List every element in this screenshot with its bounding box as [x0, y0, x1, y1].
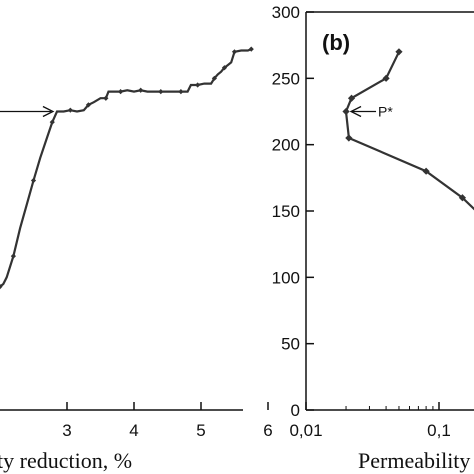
panel-a-series-line — [0, 48, 252, 288]
panel-a-data-point — [0, 284, 3, 290]
panel-a-x-tick-label: 3 — [62, 421, 71, 440]
panel-b-y-tick-label: 50 — [281, 335, 300, 354]
panel-b-x-ticks: 0,01 0,1 — [289, 402, 451, 440]
panel-a-data-point — [178, 89, 184, 95]
panel-a-data-point — [67, 107, 73, 113]
panel-b-series-line — [344, 51, 474, 211]
panel-b-y-tick-label: 200 — [272, 136, 300, 155]
panel-a-x-tick-label: 5 — [196, 421, 205, 440]
panel-a-x-axis-title: ty reduction, % — [0, 448, 132, 473]
panel-a-data-point — [211, 75, 217, 81]
panel-b-data-point — [395, 48, 403, 56]
panel-b-label: (b) — [322, 30, 350, 55]
panel-a-data-point — [118, 89, 124, 95]
panel-b-x-tick-label: 0,1 — [427, 421, 451, 440]
panel-a-data-point — [103, 95, 109, 101]
panel-a-data-point — [30, 177, 37, 184]
panel-a-data-point — [85, 102, 92, 108]
panel-b-x-tick-label: 0,01 — [289, 421, 322, 440]
panel-a-data-point — [138, 87, 144, 93]
panel-b-annotation-label: P* — [378, 104, 393, 120]
panel-b-series — [342, 48, 474, 211]
panel-b-annotation: P* — [349, 104, 393, 120]
panel-a: 3 4 5 6 ty reduction, % — [0, 46, 273, 473]
panel-a-data-point — [221, 65, 228, 71]
panel-a-series — [0, 46, 254, 290]
panel-b-y-tick-label: 300 — [272, 3, 300, 22]
panel-a-data-point — [248, 46, 254, 52]
panel-b-data-point — [347, 94, 356, 102]
panel-b-data-point — [342, 107, 350, 116]
panel-b-y-tick-label: 0 — [291, 401, 300, 420]
panel-b-y-tick-label: 250 — [272, 69, 300, 88]
panel-a-data-point — [10, 253, 16, 259]
panel-b-x-axis-title: Permeability — [358, 448, 470, 473]
panel-a-x-tick-label: 4 — [129, 421, 138, 440]
panel-a-annotation — [0, 105, 55, 118]
panel-b-data-point — [422, 167, 430, 175]
panel-b-data-point — [458, 194, 467, 202]
panel-a-x-tick-label: 6 — [263, 421, 272, 440]
panel-a-data-point — [231, 49, 238, 55]
panel-a-data-point — [158, 89, 164, 95]
panel-b-data-point — [345, 134, 353, 142]
panel-b-y-ticks: 0 50 100 150 200 250 300 — [272, 3, 314, 420]
panel-b-data-point — [382, 74, 390, 82]
panel-b: 0 50 100 150 200 250 300 0,01 0,1 P* (b) Permea… — [272, 3, 474, 473]
panel-b-y-tick-label: 150 — [272, 202, 300, 221]
panel-a-x-ticks: 3 4 5 6 — [62, 402, 273, 440]
panel-a-data-point — [195, 82, 201, 88]
panel-b-annotation-arrow-head — [349, 105, 362, 118]
panel-a-data-point — [49, 119, 55, 125]
panel-b-y-tick-label: 100 — [272, 268, 300, 287]
panel-a-annotation-arrow-head — [42, 105, 55, 118]
